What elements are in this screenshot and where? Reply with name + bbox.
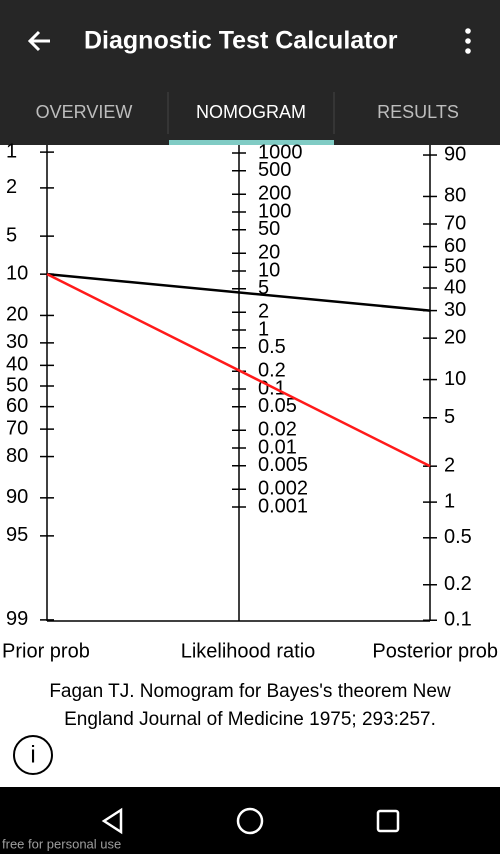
citation: Fagan TJ. Nomogram for Bayes's theorem N…: [49, 681, 451, 702]
app-bar: [0, 0, 500, 145]
posterior-tick-label: 90: [444, 143, 466, 165]
posterior-tick-label: 40: [444, 276, 466, 298]
tab-indicator: [169, 140, 334, 145]
nav-home[interactable]: [236, 807, 264, 835]
lr-tick-label: 1: [258, 318, 269, 340]
posterior-tick-label: 60: [444, 235, 466, 257]
lr-tick-label: 500: [258, 159, 291, 181]
posterior-tick-label: 5: [444, 406, 455, 428]
posterior-tick-label: 1: [444, 490, 455, 512]
lr-tick-label: 0.5: [258, 336, 286, 358]
prior-tick-label: 50: [6, 374, 28, 396]
posterior-tick-label: 2: [444, 454, 455, 476]
posterior-tick-label: 80: [444, 185, 466, 207]
nomogram-line: [46, 272, 431, 312]
nomogram-line: [46, 273, 431, 468]
lr-tick-label: 20: [258, 242, 280, 264]
lr-tick-label: 0.005: [258, 454, 308, 476]
app-title: Diagnostic Test Calculator: [84, 27, 398, 55]
citation: England Journal of Medicine 1975; 293:25…: [64, 709, 436, 730]
prior-tick-label: 95: [6, 524, 28, 546]
lr-tick-label: 0.01: [258, 436, 297, 458]
back-button[interactable]: [27, 30, 50, 52]
nav-back[interactable]: [101, 807, 123, 835]
prior-tick-label: 1: [6, 140, 17, 162]
tab[interactable]: RESULTS: [377, 102, 459, 122]
svg-text:i: i: [30, 741, 35, 768]
lr-tick-label: 10: [258, 259, 280, 281]
prior-tick-label: 20: [6, 304, 28, 326]
prior-tick-label: 2: [6, 176, 17, 198]
tab[interactable]: OVERVIEW: [36, 102, 133, 122]
lr-tick-label: 0.05: [258, 395, 297, 417]
axis-title: Posterior prob: [372, 640, 498, 662]
prior-tick-label: 10: [6, 262, 28, 284]
prior-tick-label: 30: [6, 331, 28, 353]
lr-tick-label: 100: [258, 200, 291, 222]
footer-note: free for personal use: [2, 836, 121, 851]
info-button[interactable]: i: [13, 735, 53, 775]
posterior-tick-label: 0.1: [444, 609, 472, 631]
nav-bar: [0, 787, 500, 854]
lr-tick-label: 1000: [258, 141, 303, 163]
posterior-tick-label: 0.2: [444, 573, 472, 595]
lr-tick-label: 0.001: [258, 495, 308, 517]
menu-button[interactable]: [465, 28, 471, 54]
lr-tick-label: 0.02: [258, 419, 297, 441]
lr-tick-label: 200: [258, 183, 291, 205]
posterior-tick-label: 0.5: [444, 526, 472, 548]
lr-tick-label: 0.2: [258, 360, 286, 382]
posterior-tick-label: 10: [444, 368, 466, 390]
prior-tick-label: 5: [6, 224, 17, 246]
prior-tick-label: 80: [6, 445, 28, 467]
lr-tick-label: 0.002: [258, 478, 308, 500]
lr-tick-label: 5: [258, 277, 269, 299]
tab-selected[interactable]: NOMOGRAM: [196, 102, 306, 122]
prior-tick-label: 40: [6, 354, 28, 376]
nav-recents[interactable]: [376, 809, 400, 833]
posterior-tick-label: 50: [444, 256, 466, 278]
axis-title: Likelihood ratio: [181, 640, 316, 662]
prior-tick-label: 70: [6, 417, 28, 439]
prior-tick-label: 60: [6, 395, 28, 417]
lr-tick-label: 2: [258, 301, 269, 323]
posterior-tick-label: 70: [444, 212, 466, 234]
content: [0, 145, 500, 787]
posterior-tick-label: 30: [444, 299, 466, 321]
axis-title: Prior prob: [2, 640, 90, 662]
lr-tick-label: 50: [258, 218, 280, 240]
prior-tick-label: 99: [6, 608, 28, 630]
posterior-tick-label: 20: [444, 326, 466, 348]
prior-tick-label: 90: [6, 486, 28, 508]
